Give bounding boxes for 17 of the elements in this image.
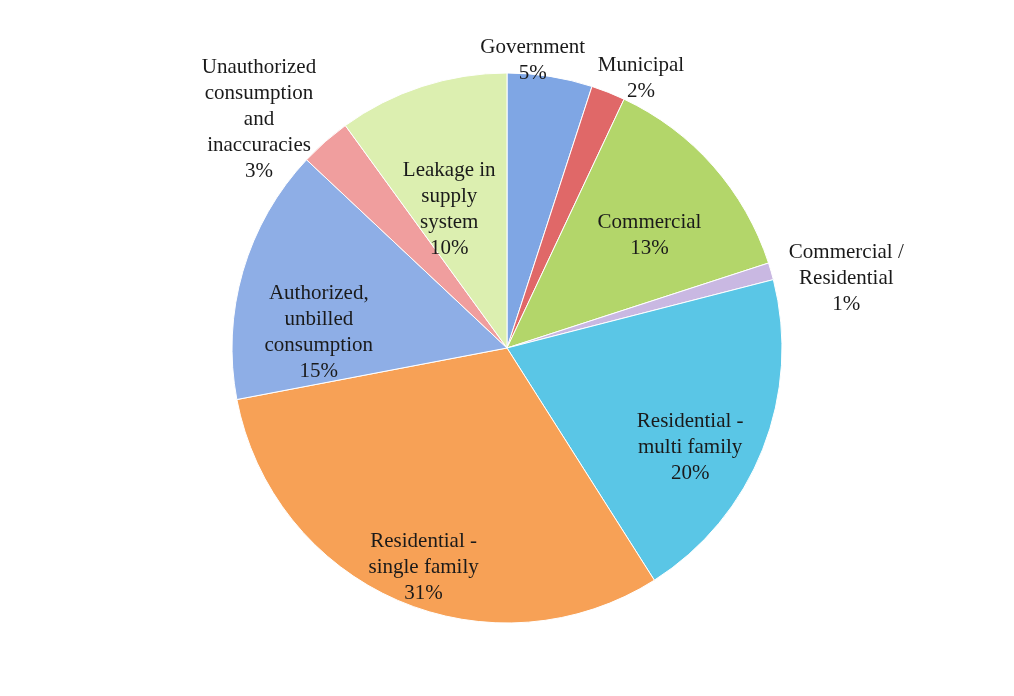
data-label: 10% bbox=[429, 235, 469, 260]
slice-label: Residential - single family bbox=[368, 527, 480, 578]
data-label: 31% bbox=[404, 579, 443, 604]
data-label: 3% bbox=[245, 157, 274, 182]
slice-label: Government bbox=[480, 33, 586, 58]
slice-label: Authorized, unbilled consumption bbox=[264, 280, 374, 357]
slice-label: Commercial bbox=[597, 209, 702, 234]
data-label: 13% bbox=[630, 235, 669, 260]
slice-label: Commercial / Residential bbox=[788, 238, 904, 289]
slice-label: Municipal bbox=[597, 52, 685, 77]
data-label: 15% bbox=[299, 358, 339, 383]
slice-label: Unauthorized consumption and inaccuracies bbox=[201, 53, 317, 156]
data-label: 20% bbox=[670, 459, 710, 484]
slice-label: Residential - multi family bbox=[636, 407, 744, 458]
data-label: 1% bbox=[832, 290, 861, 315]
data-label: 2% bbox=[626, 78, 655, 103]
slice-label: Leakage in supply system bbox=[402, 157, 497, 234]
